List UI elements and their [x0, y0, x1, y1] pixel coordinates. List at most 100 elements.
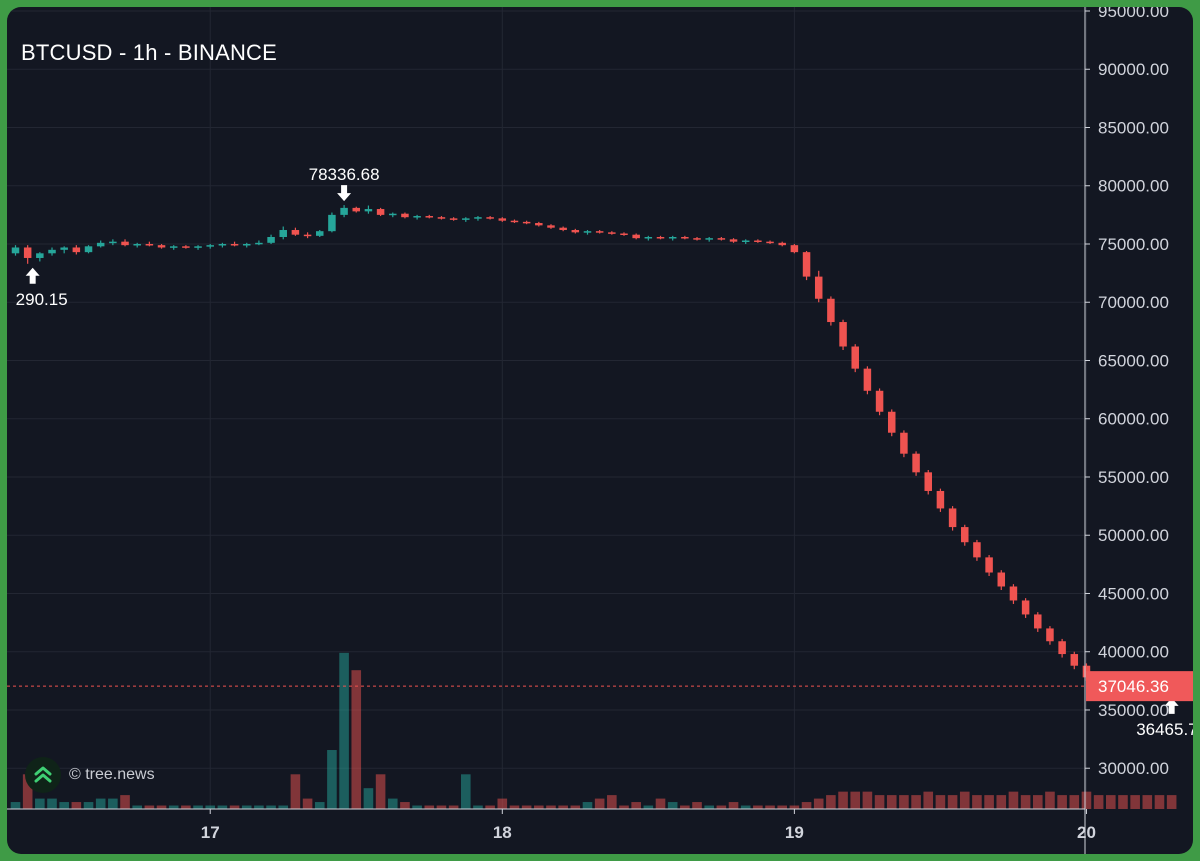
candle-body [997, 572, 1006, 587]
y-tick-label: 40000.00 [1098, 643, 1169, 662]
volume-bar [1130, 795, 1140, 809]
candle-body [778, 242, 786, 246]
y-tick-label: 85000.00 [1098, 118, 1169, 137]
candle-body [1034, 614, 1042, 629]
candle-body [72, 247, 81, 253]
volume-bar [947, 795, 958, 809]
y-tick-label: 80000.00 [1098, 177, 1169, 196]
candle-body [875, 390, 884, 412]
candle-body [851, 346, 859, 369]
chart-panel[interactable]: 78336.68 290.15 36465.79 30000.00 35000.00 4… [7, 7, 1193, 854]
candle-body [936, 490, 945, 509]
volume-bar [95, 798, 106, 809]
volume-bar [229, 805, 240, 809]
volume-bar [1020, 795, 1031, 809]
candle-body [1058, 641, 1066, 655]
candles [11, 205, 1103, 693]
candle-body [218, 243, 227, 246]
candle-body [109, 241, 117, 244]
y-tick-label: 30000.00 [1098, 759, 1169, 778]
volume-bar [728, 802, 739, 809]
candle-body [206, 245, 214, 247]
candle-body [1009, 586, 1018, 601]
candlestick-chart[interactable]: 78336.68 290.15 36465.79 30000.00 35000.00 4… [7, 7, 1193, 854]
candle-body [644, 237, 653, 239]
volume-bar [314, 802, 325, 809]
volume-bar [1093, 795, 1104, 809]
volume-bar [923, 791, 934, 809]
volume-bar [144, 805, 155, 809]
candle-body [11, 247, 20, 254]
candle-body [754, 240, 762, 242]
candle-body [535, 223, 543, 226]
candle-body [145, 243, 154, 246]
volume-bar [363, 788, 374, 809]
candle-body [437, 217, 446, 219]
volume-bar [168, 805, 179, 809]
volume-bar [692, 802, 702, 809]
volume-bar [59, 802, 69, 809]
candle-body [717, 238, 726, 240]
tree-news-logo-icon [25, 757, 61, 793]
volume-bar [71, 802, 82, 809]
candle-body [595, 231, 604, 233]
volume-bar [911, 795, 921, 809]
volume-bar [570, 805, 581, 809]
volume-bar [765, 805, 775, 809]
candle-body [839, 322, 847, 347]
candle-body [364, 209, 373, 212]
volume-bars [10, 652, 1177, 809]
candle-body [303, 234, 312, 237]
volume-bar [290, 774, 301, 809]
last-price-tag: 37046.36 [1086, 671, 1193, 702]
candle-body [559, 227, 567, 231]
candle-body [462, 218, 470, 220]
volume-bar [254, 805, 264, 809]
volume-bar [850, 791, 861, 809]
volume-bar [35, 798, 45, 809]
candle-body [352, 207, 361, 212]
volume-bar [838, 791, 848, 809]
x-tick-label: 18 [493, 823, 512, 842]
candle-body [413, 216, 421, 218]
volume-bar [862, 791, 873, 809]
volume-bar [156, 805, 167, 809]
volume-bar [448, 805, 459, 809]
y-tick-label: 55000.00 [1098, 468, 1169, 487]
candle-body [1046, 628, 1054, 642]
candle-body [620, 233, 628, 236]
candle-body [656, 237, 665, 239]
volume-bar [22, 774, 33, 809]
volume-bar [619, 805, 629, 809]
chart-title: BTCUSD - 1h - BINANCE [21, 40, 278, 65]
volume-bar [972, 795, 982, 809]
volume-bar [899, 795, 909, 809]
y-tick-label: 45000.00 [1098, 584, 1169, 603]
candle-body [729, 239, 738, 242]
candle-body [316, 231, 324, 236]
candle-body [182, 246, 190, 248]
y-tick-label: 50000.00 [1098, 526, 1169, 545]
candle-body [242, 243, 251, 246]
volume-bar [716, 805, 727, 809]
volume-bar [874, 795, 885, 809]
candle-body [157, 245, 166, 248]
last-price-tag-label: 37046.36 [1098, 677, 1169, 696]
volume-bar [607, 795, 617, 809]
volume-bar [302, 798, 313, 809]
candle-body [267, 237, 275, 243]
volume-bar [400, 802, 410, 809]
volume-bar [351, 670, 362, 809]
high-arrow-icon [337, 185, 352, 202]
volume-bar [1081, 791, 1092, 809]
volume-bar [959, 791, 970, 809]
candle-body [571, 230, 580, 233]
y-tick-label: 70000.00 [1098, 293, 1169, 312]
candle-body [230, 243, 239, 246]
last-price-tag-bg [1086, 671, 1193, 702]
candle-body [766, 241, 774, 244]
volume-bar [473, 805, 483, 809]
candle-body [632, 234, 640, 239]
candle-body [425, 216, 434, 218]
candle-body [169, 246, 178, 248]
